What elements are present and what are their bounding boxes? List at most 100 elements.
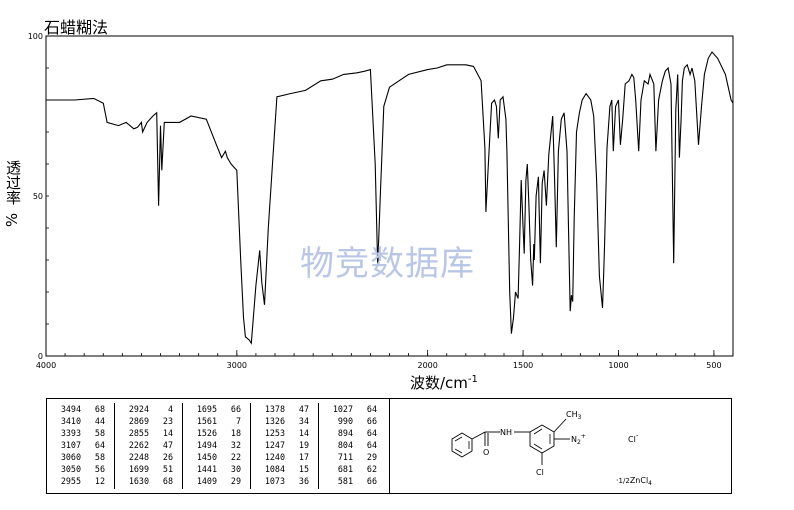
y-tick-label: 100	[28, 32, 43, 41]
peak-wavenumber: 1084	[264, 464, 285, 474]
peak-row: 1247 19	[251, 439, 318, 451]
peak-table: 3494 68 3410 44 3393 58 3107 64 3060 58 3050 56 2955…	[46, 398, 390, 494]
peak-transmittance: 66	[366, 416, 377, 426]
peak-wavenumber: 3393	[60, 428, 81, 438]
peak-row: 1526 18	[183, 427, 250, 439]
peak-transmittance: 64	[366, 440, 377, 450]
peak-wavenumber: 1378	[264, 404, 285, 414]
peak-row: 1073 36	[251, 475, 318, 487]
plot-frame	[45, 35, 734, 357]
x-tick-label: 1000	[608, 361, 628, 370]
peak-wavenumber: 990	[337, 416, 353, 426]
peak-column: 1027 64 990 66 894 64 804 64 711 29 681 62 581 66	[319, 403, 387, 489]
peak-transmittance: 29	[366, 452, 377, 462]
peak-transmittance: 64	[366, 428, 377, 438]
peak-row: 1695 66	[183, 403, 250, 415]
peak-wavenumber: 2869	[128, 416, 149, 426]
peak-column: 1695 66 1561 7 1526 18 1494 32 1450 22 1441 30 1409 2…	[183, 403, 251, 489]
x-tick-label: 3000	[227, 361, 247, 370]
peak-transmittance: 32	[230, 440, 241, 450]
peak-row: 1240 17	[251, 451, 318, 463]
peak-row: 1378 47	[251, 403, 318, 415]
anion-label: Cl-	[628, 432, 639, 444]
central-ring	[529, 424, 555, 454]
peak-transmittance: 58	[94, 452, 105, 462]
peak-transmittance: 19	[298, 440, 309, 450]
peak-wavenumber: 3410	[60, 416, 81, 426]
peak-row: 1699 51	[115, 463, 182, 475]
peak-row: 1326 34	[251, 415, 318, 427]
transmittance-trace	[46, 51, 734, 345]
peak-row: 1253 14	[251, 427, 318, 439]
peak-row: 3050 56	[47, 463, 114, 475]
structure-panel: O NH CH3 N2+ Cl Cl- ·1/2ZnCl4	[390, 398, 732, 494]
peak-column: 3494 68 3410 44 3393 58 3107 64 3060 58 3050 56 2955…	[47, 403, 115, 489]
peak-transmittance: 29	[230, 476, 241, 486]
nh-label: NH	[500, 428, 512, 437]
peak-wavenumber: 1494	[196, 440, 217, 450]
peak-row: 2869 23	[115, 415, 182, 427]
peak-transmittance: 47	[298, 404, 309, 414]
peak-wavenumber: 2924	[128, 404, 149, 414]
peak-transmittance: 23	[162, 416, 173, 426]
peak-wavenumber: 804	[337, 440, 353, 450]
peak-row: 1630 68	[115, 475, 182, 487]
peak-transmittance: 68	[162, 476, 173, 486]
peak-wavenumber: 3050	[60, 464, 81, 474]
peak-transmittance: 47	[162, 440, 173, 450]
peak-transmittance: 56	[94, 464, 105, 474]
peak-wavenumber: 1441	[196, 464, 217, 474]
peak-row: 3060 58	[47, 451, 114, 463]
ir-spectrum-chart: 4000 3000 2000 1500 1000 500 0 50 100	[28, 32, 734, 370]
peak-wavenumber: 681	[337, 464, 353, 474]
peak-transmittance: 15	[298, 464, 309, 474]
peak-transmittance: 62	[366, 464, 377, 474]
peak-transmittance: 64	[94, 440, 105, 450]
peak-wavenumber: 1450	[196, 452, 217, 462]
y-tick-label: 0	[38, 352, 43, 361]
x-tick-label: 500	[706, 361, 721, 370]
phenyl-ring	[451, 432, 473, 458]
peak-row: 2955 12	[47, 475, 114, 487]
peak-wavenumber: 2955	[60, 476, 81, 486]
peak-transmittance: 66	[366, 476, 377, 486]
peak-column: 1378 47 1326 34 1253 14 1247 19 1240 17 1084 15 1073…	[251, 403, 319, 489]
peak-wavenumber: 3494	[60, 404, 81, 414]
peak-transmittance: 7	[235, 416, 241, 426]
peak-wavenumber: 1695	[196, 404, 217, 414]
x-axis-label-exponent: -1	[467, 374, 478, 385]
peak-transmittance: 14	[298, 428, 309, 438]
peak-row: 1027 64	[319, 403, 387, 415]
peak-row: 3393 58	[47, 427, 114, 439]
peak-transmittance: 64	[366, 404, 377, 414]
peak-transmittance: 34	[298, 416, 309, 426]
chloro-label: Cl	[536, 468, 544, 477]
axis-ticks: 4000 3000 2000 1500 1000 500 0 50 100	[28, 32, 734, 370]
peak-wavenumber: 1247	[264, 440, 285, 450]
peak-wavenumber: 1253	[264, 428, 285, 438]
peak-row: 2248 26	[115, 451, 182, 463]
peak-transmittance: 14	[162, 428, 173, 438]
peak-row: 1450 22	[183, 451, 250, 463]
peak-transmittance: 22	[230, 452, 241, 462]
y-axis-unit: %	[3, 212, 21, 228]
peak-transmittance: 51	[162, 464, 173, 474]
peak-transmittance: 36	[298, 476, 309, 486]
peak-row: 894 64	[319, 427, 387, 439]
peak-transmittance: 26	[162, 452, 173, 462]
peak-row: 1441 30	[183, 463, 250, 475]
peak-row: 3107 64	[47, 439, 114, 451]
spectrum-title: 石蜡糊法	[44, 18, 109, 37]
peak-wavenumber: 711	[337, 452, 353, 462]
peak-wavenumber: 3107	[60, 440, 81, 450]
peak-wavenumber: 2248	[128, 452, 149, 462]
peak-transmittance: 30	[230, 464, 241, 474]
watermark-text: 物竞数据库	[300, 244, 475, 284]
peak-wavenumber: 1699	[128, 464, 149, 474]
x-tick-label: 4000	[36, 361, 56, 370]
peak-row: 681 62	[319, 463, 387, 475]
peak-row: 3494 68	[47, 403, 114, 415]
peak-wavenumber: 1326	[264, 416, 285, 426]
peak-wavenumber: 2855	[128, 428, 149, 438]
peak-wavenumber: 1526	[196, 428, 217, 438]
